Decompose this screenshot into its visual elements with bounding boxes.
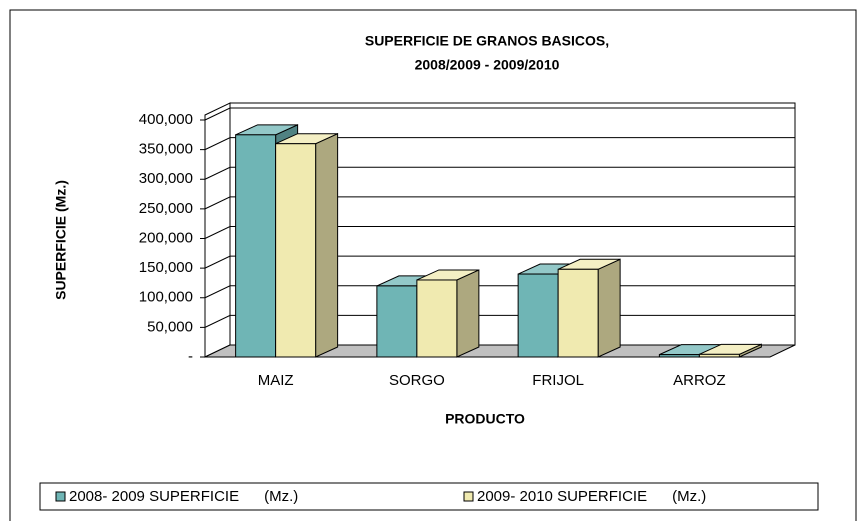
- chart-title: SUPERFICIE DE GRANOS BASICOS,: [365, 33, 609, 49]
- grid-line: [204, 107, 795, 121]
- y-axis-label: SUPERFICIE (Mz.): [53, 180, 69, 300]
- bar-front: [416, 279, 458, 358]
- legend: [39, 482, 819, 511]
- grid-line: [204, 166, 795, 180]
- y-tick-label: 350,000: [139, 141, 193, 158]
- x-tick-label: MAIZ: [258, 372, 294, 389]
- legend-swatch: [55, 491, 66, 502]
- bar-front: [235, 134, 277, 358]
- bar: [275, 132, 339, 358]
- bar-front: [376, 285, 418, 358]
- legend-label: 2009- 2010 SUPERFICIE (Mz.): [477, 488, 706, 505]
- bar-front: [275, 143, 317, 358]
- y-tick-label: 100,000: [139, 289, 193, 306]
- chart-subtitle: 2008/2009 - 2009/2010: [415, 57, 560, 73]
- bar-front: [658, 354, 700, 358]
- y-tick-label: -: [188, 348, 193, 365]
- x-tick-label: ARROZ: [673, 372, 726, 389]
- bar: [416, 269, 480, 358]
- bar-front: [517, 273, 559, 358]
- legend-swatch: [463, 491, 474, 502]
- grid-line: [204, 255, 795, 269]
- x-tick-label: FRIJOL: [532, 372, 584, 389]
- bar-side: [315, 132, 339, 358]
- grid-line: [204, 226, 795, 239]
- bar-side: [456, 269, 480, 358]
- bar-front: [698, 353, 740, 358]
- x-tick-label: SORGO: [389, 372, 445, 389]
- y-tick-label: 300,000: [139, 170, 193, 187]
- side-wall: [204, 102, 231, 358]
- bar-side: [597, 258, 621, 358]
- y-tick-label: 150,000: [139, 259, 193, 276]
- legend-label: 2008- 2009 SUPERFICIE (Mz.): [69, 488, 298, 505]
- bar: [698, 343, 762, 358]
- y-tick-label: 200,000: [139, 229, 193, 246]
- y-tick-label: 50,000: [147, 318, 193, 335]
- y-tick-label: 250,000: [139, 200, 193, 217]
- bar-front: [557, 268, 599, 358]
- grid-line: [204, 196, 795, 210]
- x-axis-label: PRODUCTO: [445, 411, 525, 427]
- bar: [557, 258, 621, 358]
- y-tick-label: 400,000: [139, 111, 193, 128]
- grid-line: [204, 137, 795, 151]
